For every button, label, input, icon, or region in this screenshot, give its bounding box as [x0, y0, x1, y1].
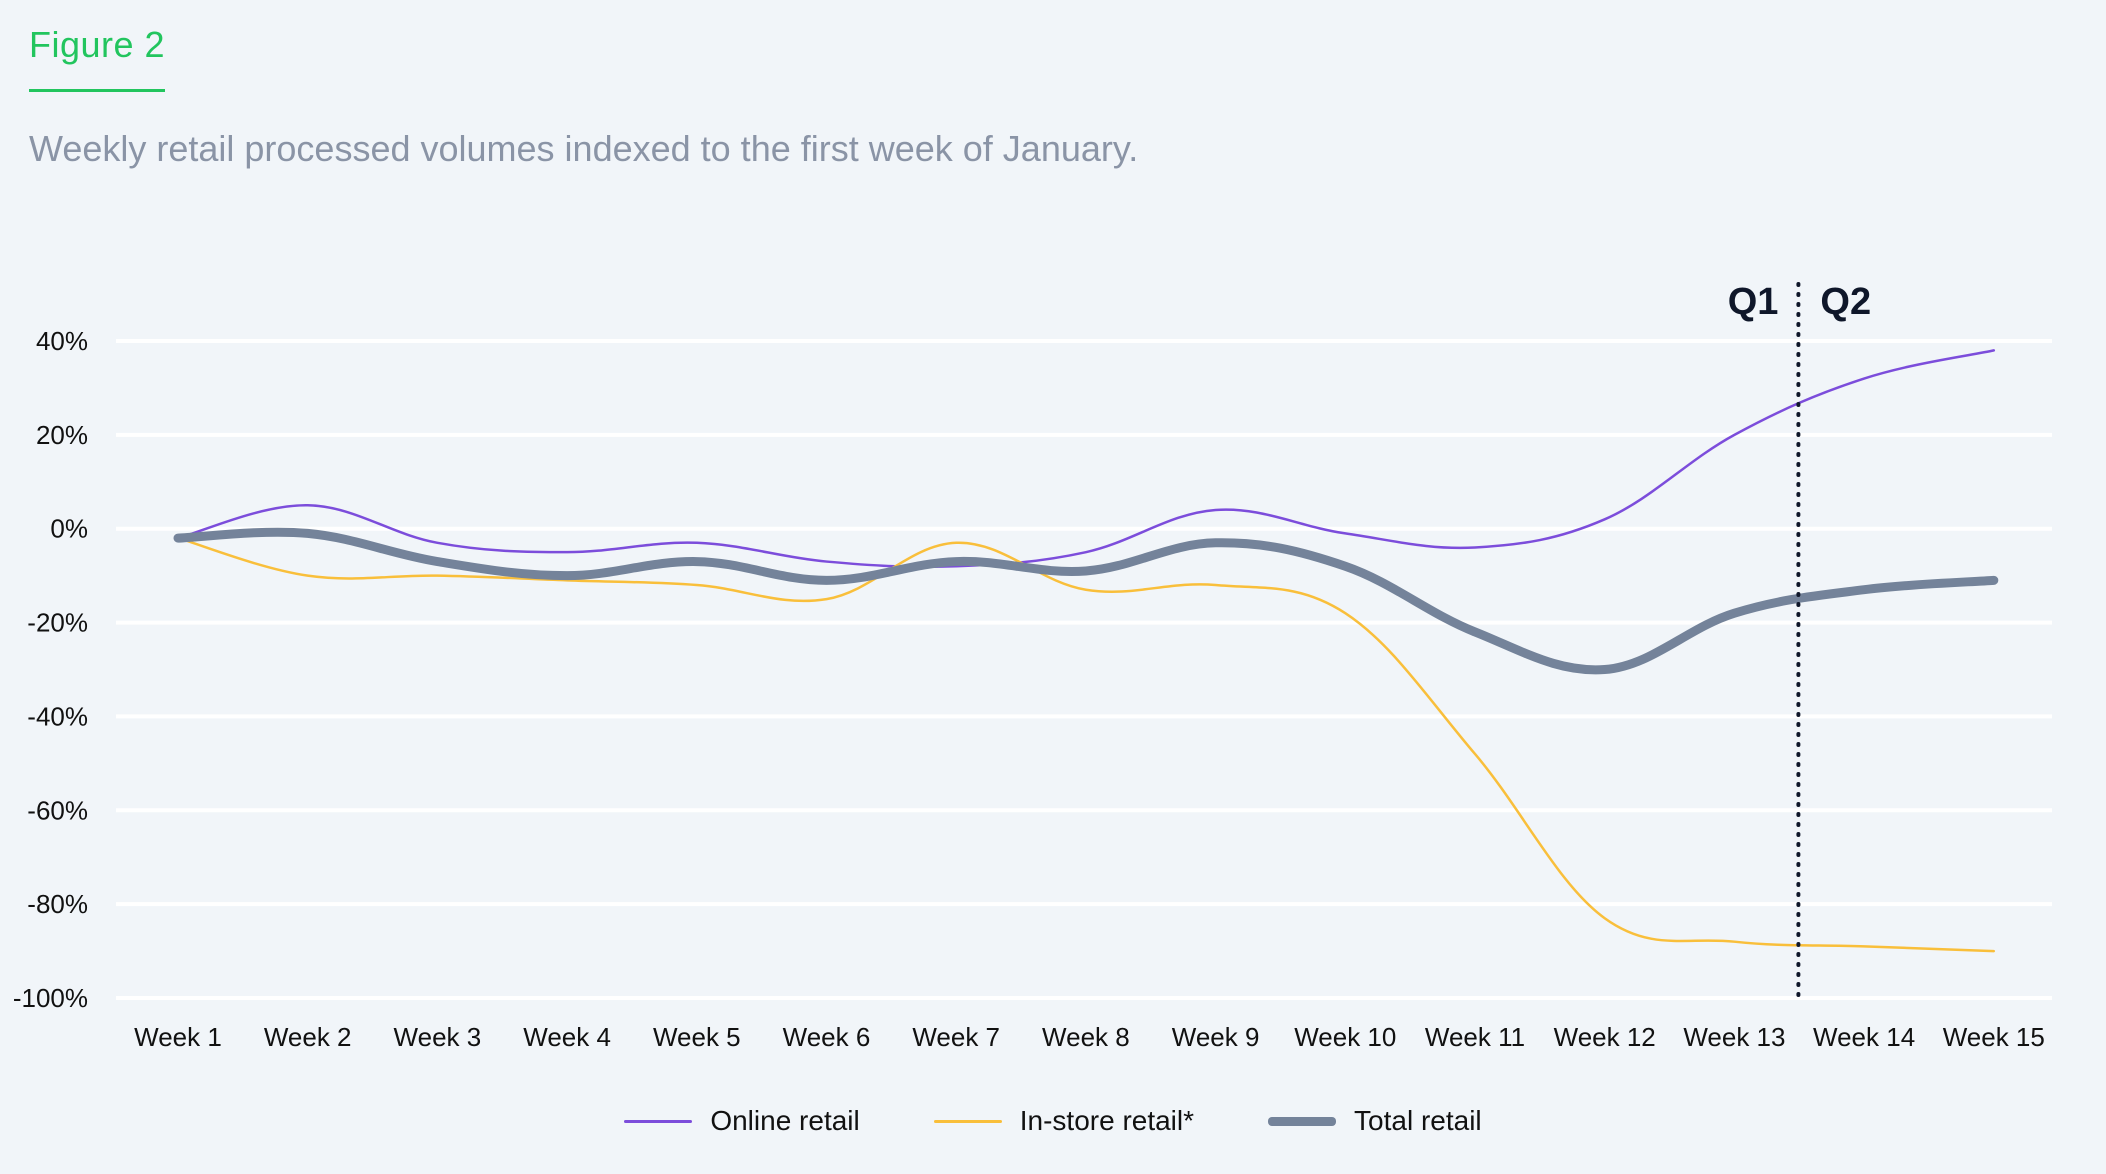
y-tick-label: 40%	[36, 326, 88, 356]
legend-swatch-online	[624, 1119, 693, 1123]
series-line-instore	[176, 536, 1996, 953]
figure-label: Figure 2	[29, 24, 166, 65]
y-tick-label: -100%	[13, 983, 88, 1013]
x-tick-label: Week 14	[1813, 1022, 1915, 1052]
x-tick-label: Week 3	[394, 1022, 482, 1052]
legend-label-total: Total retail	[1354, 1105, 1482, 1136]
x-tick-label: Week 11	[1425, 1022, 1525, 1052]
q1-label: Q1	[1728, 281, 1779, 323]
x-tick-label: Week 9	[1172, 1022, 1260, 1052]
gridlines	[116, 339, 2052, 1000]
series-line-total	[173, 527, 1999, 675]
q2-label: Q2	[1820, 281, 1871, 323]
y-tick-label: 0%	[50, 514, 88, 544]
chart-legend: Online retail In-store retail* Total ret…	[0, 1105, 2106, 1137]
legend-item-online: Online retail	[624, 1105, 860, 1137]
x-tick-label: Week 7	[912, 1022, 1000, 1052]
x-tick-label: Week 10	[1294, 1022, 1396, 1052]
y-tick-label: -40%	[27, 701, 88, 731]
x-tick-label: Week 4	[523, 1022, 611, 1052]
y-tick-label: -20%	[27, 608, 88, 638]
x-tick-label: Week 6	[783, 1022, 871, 1052]
x-tick-label: Week 2	[264, 1022, 352, 1052]
x-tick-label: Week 13	[1683, 1022, 1785, 1052]
y-tick-label: -60%	[27, 795, 88, 825]
legend-swatch-total	[1268, 1116, 1337, 1126]
legend-label-online: Online retail	[710, 1105, 860, 1136]
series-line-online	[176, 349, 1996, 569]
figure-label-underline	[29, 89, 165, 92]
y-tick-label: 20%	[36, 420, 88, 450]
legend-item-instore: In-store retail*	[933, 1105, 1195, 1137]
y-tick-label: -80%	[27, 889, 88, 919]
x-tick-label: Week 1	[134, 1022, 222, 1052]
legend-item-total: Total retail	[1268, 1105, 1482, 1137]
x-tick-label: Week 8	[1042, 1022, 1130, 1052]
x-tick-label: Week 12	[1554, 1022, 1656, 1052]
chart-subtitle: Weekly retail processed volumes indexed …	[29, 128, 1139, 169]
x-tick-label: Week 5	[653, 1022, 741, 1052]
x-tick-label: Week 15	[1943, 1022, 2045, 1052]
legend-swatch-instore	[933, 1119, 1002, 1123]
legend-label-instore: In-store retail*	[1019, 1105, 1195, 1136]
